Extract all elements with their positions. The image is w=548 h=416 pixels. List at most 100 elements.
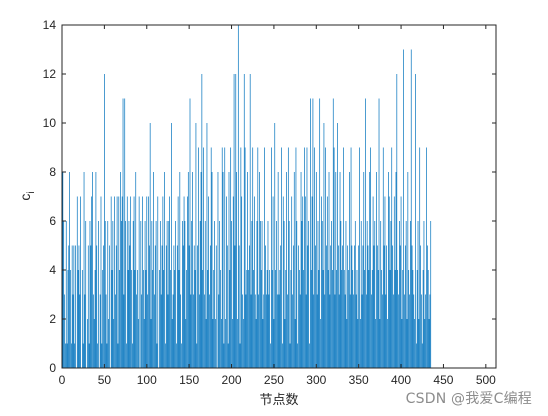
bar [201, 74, 203, 368]
bar [411, 245, 413, 368]
bar [386, 245, 387, 368]
bar [104, 221, 106, 368]
bar [348, 270, 349, 368]
y-axis-label-group: ci [17, 191, 37, 200]
bar [341, 270, 343, 368]
bar [352, 270, 354, 368]
bar [371, 294, 372, 368]
bar [103, 245, 104, 368]
bar [183, 196, 185, 368]
bar [385, 294, 387, 368]
bar [300, 172, 302, 368]
bar [399, 245, 401, 368]
bar [144, 221, 146, 368]
bar [242, 294, 243, 368]
bar [365, 98, 366, 368]
bar [308, 221, 310, 368]
bar [286, 172, 287, 368]
bar [187, 196, 188, 368]
bar [195, 123, 197, 368]
svg-text:ci: ci [17, 191, 37, 200]
bar [210, 147, 212, 368]
bar [146, 196, 148, 368]
bar [127, 270, 129, 368]
bar [418, 319, 420, 368]
bar [427, 270, 429, 368]
bar [245, 294, 247, 368]
bar [428, 319, 430, 368]
bar [246, 270, 248, 368]
bar [223, 343, 225, 368]
bar [131, 270, 132, 368]
bar [354, 221, 356, 368]
bar [295, 147, 297, 368]
x-tick-label: 500 [476, 373, 496, 387]
bar [85, 221, 87, 368]
bar [388, 196, 390, 368]
bar [140, 221, 142, 368]
bar [213, 270, 215, 368]
x-tick-label: 450 [433, 373, 453, 387]
bar [325, 147, 326, 368]
bar [283, 221, 285, 368]
bar [171, 123, 172, 368]
x-ticks: 0 50 100 150 200 250 300 350 400 450 500 [59, 25, 496, 387]
bar [222, 172, 224, 368]
bar [343, 270, 345, 368]
bar [163, 270, 165, 368]
bar [403, 49, 404, 368]
bar [401, 319, 403, 368]
bar [219, 221, 221, 368]
bar [241, 196, 243, 368]
bar [115, 294, 116, 368]
bar [359, 147, 360, 368]
bar [394, 270, 396, 368]
bar [375, 319, 376, 368]
bar [287, 294, 288, 368]
bar [333, 147, 335, 368]
bar [292, 294, 293, 368]
bar [87, 319, 88, 368]
bar [178, 270, 180, 368]
bar [70, 270, 71, 368]
bar [111, 270, 113, 368]
bar [263, 294, 265, 368]
bar [384, 196, 386, 368]
bar [412, 270, 414, 368]
bar [243, 319, 244, 368]
bar [185, 319, 187, 368]
bar [332, 98, 334, 368]
bar [289, 343, 291, 368]
bar [426, 245, 428, 368]
bar [332, 270, 333, 368]
bar [89, 221, 91, 368]
bar [357, 319, 359, 368]
bar [206, 123, 208, 368]
bar [304, 196, 306, 368]
bar [214, 221, 215, 368]
bar [184, 221, 186, 368]
bar [410, 49, 412, 368]
bar [117, 343, 119, 368]
bar [337, 123, 338, 368]
bar [65, 221, 67, 368]
bar [191, 221, 193, 368]
bar [430, 221, 432, 368]
bar [397, 270, 399, 368]
bar [350, 147, 352, 368]
bar [389, 270, 391, 368]
bar [281, 147, 282, 368]
bar [275, 270, 276, 368]
bar [218, 294, 220, 368]
bar [248, 245, 250, 368]
bar [180, 294, 182, 368]
bar [267, 221, 269, 368]
bar [343, 147, 344, 368]
bar [293, 172, 295, 368]
bar [360, 221, 362, 368]
bar [106, 343, 108, 368]
bar [268, 294, 270, 368]
bar [115, 245, 117, 368]
bar [237, 319, 238, 368]
bar [130, 196, 132, 368]
